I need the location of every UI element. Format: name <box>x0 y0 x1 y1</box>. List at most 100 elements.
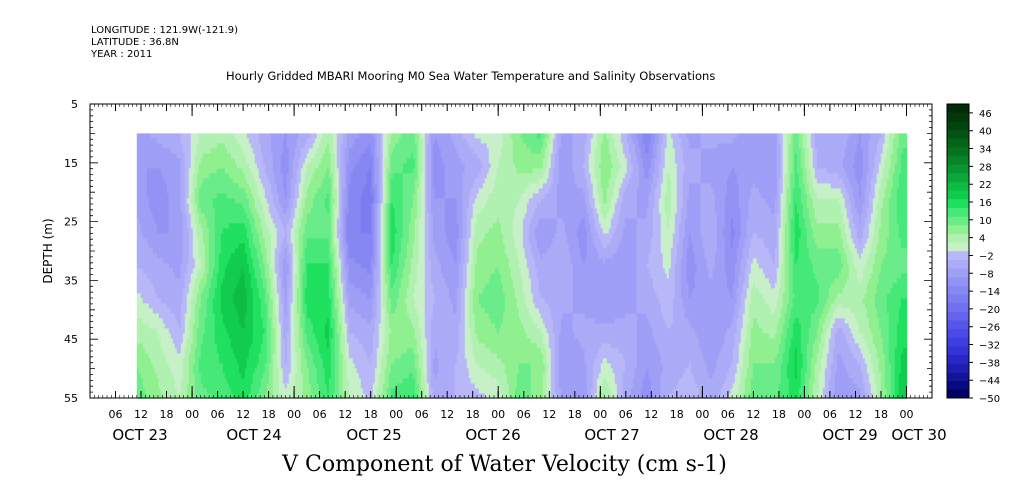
heatmap-cell <box>218 268 222 274</box>
heatmap-cell <box>214 313 218 319</box>
heatmap-cell <box>160 303 164 309</box>
heatmap-cell <box>138 278 142 284</box>
heatmap-cell <box>144 133 148 139</box>
heatmap-cell <box>208 368 212 374</box>
heatmap-cell <box>218 328 222 334</box>
heatmap-cell <box>288 148 292 154</box>
heatmap-cell <box>302 233 306 239</box>
heatmap-cell <box>220 188 224 194</box>
heatmap-cell <box>268 358 272 364</box>
heatmap-cell <box>160 373 164 379</box>
heatmap-cell <box>222 268 226 274</box>
heatmap-cell <box>272 323 276 329</box>
heatmap-cell <box>254 343 258 349</box>
heatmap-cell <box>318 323 322 329</box>
heatmap-cell <box>220 343 224 349</box>
heatmap-cell <box>194 143 198 149</box>
heatmap-cell <box>322 303 326 309</box>
heatmap-cell <box>218 378 222 384</box>
heatmap-cell <box>220 143 224 149</box>
heatmap-cell <box>268 223 272 229</box>
heatmap-cell <box>322 273 326 279</box>
heatmap-cell <box>286 248 290 254</box>
heatmap-cell <box>142 143 146 149</box>
heatmap-cell <box>192 138 196 144</box>
heatmap-cell <box>210 368 214 374</box>
heatmap-cell <box>306 383 310 389</box>
heatmap-cell <box>238 393 242 399</box>
heatmap-cell <box>150 283 154 289</box>
heatmap-cell <box>310 348 314 354</box>
heatmap-cell <box>148 318 152 324</box>
heatmap-cell <box>246 168 250 174</box>
heatmap-cell <box>310 243 314 249</box>
heatmap-cell <box>278 258 282 264</box>
heatmap-cell <box>196 188 200 194</box>
heatmap-cell <box>236 348 240 354</box>
heatmap-cell <box>150 298 154 304</box>
heatmap-cell <box>236 263 240 269</box>
heatmap-cell <box>254 293 258 299</box>
heatmap-cell <box>238 213 242 219</box>
heatmap-cell <box>222 183 226 189</box>
heatmap-cell <box>290 183 294 189</box>
heatmap-cell <box>276 163 280 169</box>
heatmap-cell <box>214 153 218 159</box>
heatmap-cell <box>296 213 300 219</box>
heatmap-cell <box>306 313 310 319</box>
heatmap-cell <box>276 198 280 204</box>
heatmap-cell <box>324 143 328 149</box>
heatmap-cell <box>196 393 200 399</box>
heatmap-cell <box>186 298 190 304</box>
heatmap-cell <box>308 198 312 204</box>
heatmap-cell <box>220 168 224 174</box>
heatmap-cell <box>226 328 230 334</box>
heatmap-cell <box>256 273 260 279</box>
heatmap-cell <box>294 208 298 214</box>
heatmap-cell <box>240 338 244 344</box>
heatmap-cell <box>158 178 162 184</box>
heatmap-cell <box>188 373 192 379</box>
heatmap-cell <box>290 208 294 214</box>
heatmap-cell <box>162 343 166 349</box>
heatmap-cell <box>320 373 324 379</box>
heatmap-cell <box>308 133 312 139</box>
heatmap-cell <box>322 378 326 384</box>
heatmap-cell <box>302 378 306 384</box>
heatmap-cell <box>316 148 320 154</box>
heatmap-cell <box>218 198 222 204</box>
heatmap-cell <box>262 233 266 239</box>
heatmap-cell <box>246 238 250 244</box>
heatmap-cell <box>240 318 244 324</box>
heatmap-cell <box>216 308 220 314</box>
heatmap-cell <box>296 388 300 394</box>
heatmap-cell <box>160 328 164 334</box>
heatmap-cell <box>272 203 276 209</box>
heatmap-cell <box>204 158 208 164</box>
heatmap-cell <box>256 168 260 174</box>
heatmap-cell <box>138 268 142 274</box>
heatmap-cell <box>260 198 264 204</box>
heatmap-cell <box>222 348 226 354</box>
heatmap-cell <box>284 388 288 394</box>
heatmap-cell <box>250 373 254 379</box>
heatmap-cell <box>238 268 242 274</box>
heatmap-cell <box>258 303 262 309</box>
heatmap-cell <box>226 388 230 394</box>
heatmap-cell <box>220 133 224 139</box>
heatmap-cell <box>316 383 320 389</box>
heatmap-cell <box>138 263 142 269</box>
heatmap-cell <box>222 373 226 379</box>
heatmap-cell <box>314 153 318 159</box>
heatmap-cell <box>282 363 286 369</box>
heatmap-cell <box>208 153 212 159</box>
heatmap-cell <box>202 243 206 249</box>
heatmap-cell <box>232 328 236 334</box>
heatmap-cell <box>162 158 166 164</box>
heatmap-cell <box>188 153 192 159</box>
heatmap-cell <box>312 238 316 244</box>
heatmap-cell <box>230 283 234 289</box>
heatmap-cell <box>286 388 290 394</box>
heatmap-cell <box>314 313 318 319</box>
heatmap-cell <box>298 308 302 314</box>
